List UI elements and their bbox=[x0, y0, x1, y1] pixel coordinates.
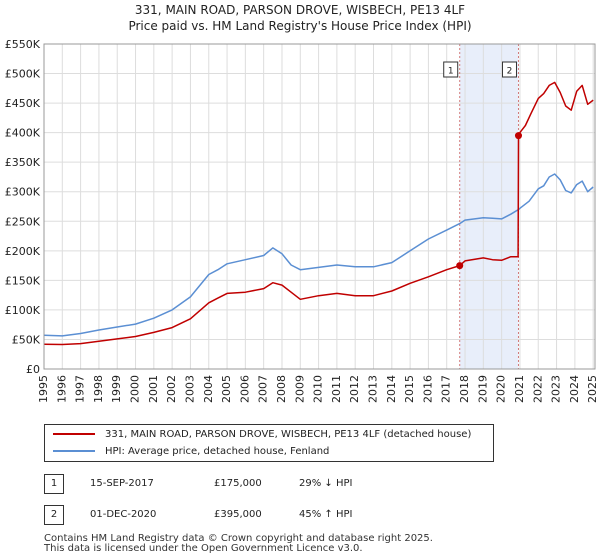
y-tick-label: £0 bbox=[26, 363, 40, 376]
y-tick-label: £50K bbox=[12, 333, 41, 346]
x-tick-label: 2006 bbox=[238, 375, 251, 403]
y-tick-label: £300K bbox=[5, 186, 41, 199]
annotation-row-2: 2 01-DEC-2020 £395,000 45% ↑ HPI bbox=[44, 505, 564, 525]
x-tick-label: 1998 bbox=[92, 375, 105, 403]
y-tick-label: £500K bbox=[5, 68, 41, 81]
annotation-price: £395,000 bbox=[214, 509, 262, 520]
footer-licence: This data is licensed under the Open Gov… bbox=[44, 543, 363, 554]
legend-label-hpi: HPI: Average price, detached house, Fenl… bbox=[105, 446, 330, 457]
y-tick-label: £350K bbox=[5, 156, 41, 169]
x-tick-label: 2010 bbox=[312, 375, 325, 403]
x-tick-label: 2002 bbox=[165, 375, 178, 403]
y-tick-label: £200K bbox=[5, 245, 41, 258]
x-tick-label: 2008 bbox=[275, 375, 288, 403]
x-tick-label: 2001 bbox=[147, 375, 160, 403]
legend-swatch-red bbox=[53, 433, 95, 435]
sale-marker-box-2 bbox=[501, 61, 517, 78]
x-tick-label: 2000 bbox=[129, 375, 142, 403]
shaded-ownership-period bbox=[459, 44, 519, 369]
x-tick-label: 2019 bbox=[476, 375, 489, 403]
x-tick-label: 2009 bbox=[293, 375, 306, 403]
annotation-hpi-change: 29% ↓ HPI bbox=[299, 478, 353, 489]
plot-border bbox=[43, 43, 596, 370]
legend-swatch-blue bbox=[53, 450, 95, 452]
x-tick-label: 2005 bbox=[220, 375, 233, 403]
sale-marker-label-1: 1 bbox=[448, 67, 454, 77]
x-tick-label: 2014 bbox=[385, 375, 398, 403]
annotation-date: 01-DEC-2020 bbox=[90, 509, 157, 520]
sale-point-1 bbox=[456, 262, 464, 270]
x-tick-label: 2012 bbox=[348, 375, 361, 403]
hpi-series-line bbox=[43, 173, 594, 337]
x-tick-label: 2015 bbox=[403, 375, 416, 403]
x-tick-label: 2021 bbox=[513, 375, 526, 403]
x-tick-label: 2004 bbox=[202, 375, 215, 403]
sale-point-2 bbox=[514, 132, 522, 140]
x-tick-label: 1995 bbox=[37, 375, 50, 403]
x-tick-label: 2020 bbox=[495, 375, 508, 403]
footer-copyright: Contains HM Land Registry data © Crown c… bbox=[44, 533, 433, 544]
chart-title-line2: Price paid vs. HM Land Registry's House … bbox=[128, 19, 472, 33]
y-tick-label: £400K bbox=[5, 127, 41, 140]
x-tick-label: 2023 bbox=[550, 375, 563, 403]
annotation-hpi-change: 45% ↑ HPI bbox=[299, 509, 353, 520]
legend-label-property: 331, MAIN ROAD, PARSON DROVE, WISBECH, P… bbox=[105, 429, 472, 440]
property-series-line bbox=[43, 81, 594, 346]
price-chart: 1995 1996 1997 1998 1999 2000 2001 2002 2003 2004… bbox=[5, 38, 599, 403]
y-tick-label: £100K bbox=[5, 304, 41, 317]
sale-marker-box-1 bbox=[443, 61, 459, 78]
x-tick-label: 2025 bbox=[586, 375, 599, 403]
legend-item-property: 331, MAIN ROAD, PARSON DROVE, WISBECH, P… bbox=[53, 427, 471, 443]
x-tick-label: 1997 bbox=[74, 375, 87, 403]
x-tick-label: 2022 bbox=[531, 375, 544, 403]
x-tick-label: 2016 bbox=[421, 375, 434, 403]
annotation-number-box: 2 bbox=[44, 505, 64, 525]
legend: 331, MAIN ROAD, PARSON DROVE, WISBECH, P… bbox=[44, 424, 494, 462]
x-tick-label: 2013 bbox=[367, 375, 380, 403]
y-tick-label: £150K bbox=[5, 274, 41, 287]
x-tick-label: 2018 bbox=[458, 375, 471, 403]
x-tick-label: 2017 bbox=[440, 375, 453, 403]
y-tick-label: £550K bbox=[5, 38, 41, 51]
x-tick-label: 2011 bbox=[330, 375, 343, 403]
sale-marker-label-2: 2 bbox=[507, 67, 513, 77]
x-tick-label: 2003 bbox=[183, 375, 196, 403]
annotation-date: 15-SEP-2017 bbox=[90, 478, 154, 489]
annotation-price: £175,000 bbox=[214, 478, 262, 489]
y-tick-label: £450K bbox=[5, 97, 41, 110]
x-tick-label: 2024 bbox=[568, 375, 581, 403]
y-tick-label: £250K bbox=[5, 215, 41, 228]
annotation-row-1: 1 15-SEP-2017 £175,000 29% ↓ HPI bbox=[44, 474, 564, 494]
x-tick-label: 1999 bbox=[110, 375, 123, 403]
annotation-number-box: 1 bbox=[44, 474, 64, 494]
x-tick-label: 1996 bbox=[55, 375, 68, 403]
legend-item-hpi: HPI: Average price, detached house, Fenl… bbox=[53, 444, 329, 460]
chart-title-line1: 331, MAIN ROAD, PARSON DROVE, WISBECH, P… bbox=[134, 3, 466, 17]
x-tick-label: 2007 bbox=[257, 375, 270, 403]
